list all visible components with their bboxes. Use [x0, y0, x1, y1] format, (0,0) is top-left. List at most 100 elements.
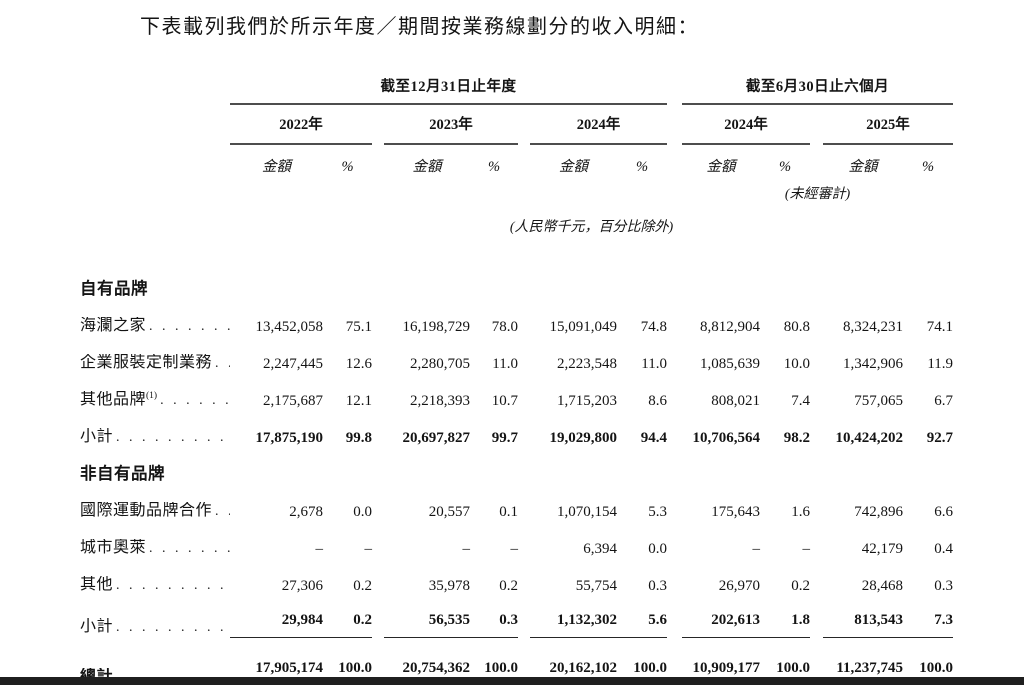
- cell-pct: 6.7: [934, 392, 954, 409]
- cell-amount: 42,179: [861, 540, 903, 557]
- cell-amount: 19,029,800: [549, 429, 618, 446]
- col-gap: [810, 104, 823, 144]
- cell-pct: 1.6: [791, 503, 810, 520]
- cell-amount: 56,535: [384, 595, 470, 638]
- cell-amount: 26,970: [718, 577, 760, 594]
- cell-amount: 28,468: [861, 577, 903, 594]
- spacer-row: [80, 236, 953, 262]
- col-gap: [667, 373, 682, 410]
- table-row: 企業服裝定制業務. . . . . . . . . . . . . . . . …: [80, 336, 953, 373]
- percent-header: %: [921, 159, 935, 176]
- page-title: 下表載列我們於所示年度／期間按業務線劃分的收入明細：: [140, 16, 699, 38]
- cell-amount: 2,223,548: [557, 355, 617, 372]
- cell-pct: 74.8: [640, 318, 667, 335]
- unaudited-note: (未經審計): [784, 186, 851, 202]
- cell-pct: 0.3: [934, 577, 954, 594]
- cell-pct: 0.4: [934, 540, 954, 557]
- col-gap: [667, 484, 682, 521]
- col-gap: [372, 336, 384, 373]
- dot-leader: . . . . . . . . . . . . . . . . . . . . …: [149, 540, 230, 556]
- unaudited-row: (未經審計): [80, 178, 953, 203]
- col-gap: [667, 595, 682, 637]
- col-gap: [667, 336, 682, 373]
- cell-amount: 27,306: [281, 577, 323, 594]
- cell-amount: 15,091,049: [549, 318, 618, 335]
- cell-amount: 8,324,231: [843, 318, 903, 335]
- year-header-2024: 2024年: [530, 104, 667, 145]
- col-gap: [810, 484, 823, 521]
- cell-pct: 80.8: [783, 318, 810, 335]
- col-gap: [518, 299, 530, 336]
- col-gap: [518, 144, 530, 178]
- cell-pct: 1.8: [760, 595, 810, 638]
- col-gap: [667, 104, 682, 144]
- cell-amount: 2,247,445: [263, 355, 323, 372]
- cell-pct: 5.6: [617, 595, 667, 638]
- spacer-cell: [80, 76, 230, 104]
- cell-pct: –: [802, 540, 811, 557]
- cell-pct: –: [364, 540, 373, 557]
- row-label: 企業服裝定制業務: [80, 353, 213, 371]
- cell-amount: 1,085,639: [700, 355, 760, 372]
- amount-header: 金額: [706, 159, 736, 176]
- cell-amount: 8,812,904: [700, 318, 760, 335]
- cell-amount: 29,984: [230, 595, 323, 638]
- dot-leader: . . . . . . . . . . . . . . . . . . . . …: [160, 392, 230, 408]
- cell-pct: 0.2: [499, 577, 518, 594]
- col-gap: [667, 410, 682, 447]
- cell-amount: 1,132,302: [530, 595, 617, 638]
- cell-amount: 202,613: [682, 595, 760, 638]
- col-gap: [372, 484, 384, 521]
- row-label-cell: 城市奧萊. . . . . . . . . . . . . . . . . . …: [80, 521, 230, 558]
- row-label: 海瀾之家: [80, 316, 147, 334]
- spacer-cell: [80, 178, 682, 203]
- dot-leader: . . . . . . . . . . . . . . . . . . . . …: [116, 577, 230, 593]
- cell-pct: 78.0: [491, 318, 518, 335]
- cell-amount: 813,543: [823, 595, 903, 638]
- cell-amount: 10,424,202: [835, 429, 904, 446]
- group-header-annual: 截至12月31日止年度: [230, 76, 667, 105]
- col-gap: [372, 521, 384, 558]
- row-label: 小計: [80, 617, 114, 635]
- cell-pct: 12.6: [345, 355, 372, 372]
- cell-amount: 10,706,564: [692, 429, 761, 446]
- cell-amount: 35,978: [428, 577, 470, 594]
- col-gap: [810, 299, 823, 336]
- cell-amount: 2,175,687: [263, 392, 323, 409]
- col-gap: [372, 595, 384, 637]
- percent-header: %: [341, 159, 354, 176]
- cell-pct: –: [510, 540, 519, 557]
- spacer-cell: [80, 104, 230, 144]
- year-header-2024-interim: 2024年: [682, 104, 810, 145]
- col-gap: [810, 144, 823, 178]
- row-label: 其他品牌: [80, 390, 147, 408]
- row-label: 其他: [80, 575, 114, 593]
- col-gap: [667, 76, 682, 104]
- cell-amount: 1,070,154: [557, 503, 617, 520]
- revenue-table: 截至12月31日止年度 截至6月30日止六個月 2022年 2023年 2024…: [80, 76, 954, 685]
- col-gap: [372, 373, 384, 410]
- section-header-own-brands: 自有品牌: [80, 279, 148, 299]
- cell-pct: 12.1: [345, 392, 372, 409]
- row-label-cell: 其他. . . . . . . . . . . . . . . . . . . …: [80, 558, 230, 595]
- percent-header: %: [778, 159, 792, 176]
- row-label-cell: 國際運動品牌合作. . . . . . . . . . . . . . . . …: [80, 484, 230, 521]
- currency-note: (人民幣千元，百分比除外): [509, 219, 674, 235]
- percent-header: %: [635, 159, 649, 176]
- col-gap: [810, 595, 823, 637]
- cell-pct: 98.2: [783, 429, 810, 446]
- cell-pct: 0.2: [353, 577, 372, 594]
- col-gap: [372, 299, 384, 336]
- col-gap: [518, 521, 530, 558]
- section-header-non-own-brands: 非自有品牌: [80, 464, 165, 484]
- col-gap: [518, 104, 530, 144]
- col-gap: [810, 410, 823, 447]
- table-row: 海瀾之家. . . . . . . . . . . . . . . . . . …: [80, 299, 953, 336]
- row-label: 國際運動品牌合作: [80, 501, 213, 519]
- cell-amount: 2,280,705: [410, 355, 470, 372]
- amount-header: 金額: [848, 159, 878, 176]
- col-gap: [372, 558, 384, 595]
- cell-pct: 0.2: [791, 577, 810, 594]
- cell-pct: 7.3: [903, 595, 954, 638]
- percent-header: %: [487, 159, 501, 176]
